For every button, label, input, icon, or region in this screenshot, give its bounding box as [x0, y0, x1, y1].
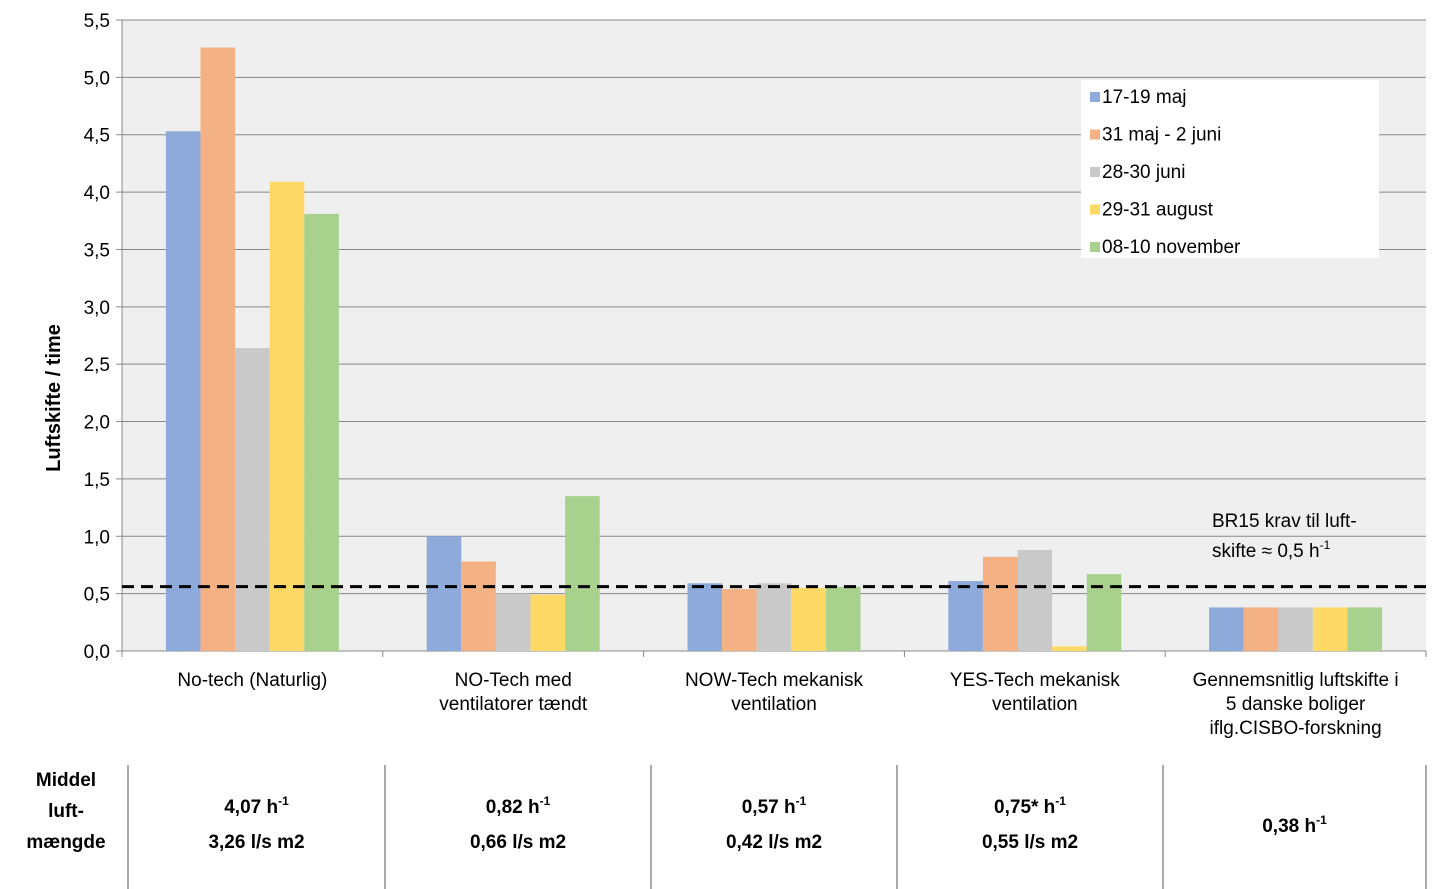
legend-swatch — [1090, 92, 1100, 102]
category-label: YES-Tech mekanisk — [950, 670, 1121, 691]
summary-value: 3,26 l/s m2 — [208, 832, 304, 853]
y-tick-label: 4,0 — [84, 183, 110, 204]
bar — [1312, 607, 1348, 651]
bar — [1278, 607, 1313, 651]
bar — [1052, 646, 1087, 651]
bar — [461, 561, 496, 651]
y-tick-label: 4,5 — [84, 126, 110, 147]
legend-label: 31 maj - 2 juni — [1102, 125, 1221, 146]
summary-table: Middel luft-mængde 4,07 h-1 3,26 l/s m2 0,82… — [26, 765, 1427, 889]
bar — [269, 181, 305, 652]
bar — [722, 589, 757, 651]
summary-header: luft- — [48, 801, 84, 822]
bar — [235, 348, 270, 651]
legend-swatch — [1090, 204, 1100, 215]
bar — [200, 47, 236, 651]
y-tick-labels: 0,0 0,5 1,0 1,5 2,0 2,5 3,0 3,5 4,0 4,5 5,0 5,5 — [84, 11, 110, 663]
legend-swatch — [1090, 167, 1100, 177]
bar — [165, 131, 201, 651]
legend-swatch — [1090, 242, 1100, 252]
category-label: No-tech (Naturlig) — [177, 670, 327, 691]
y-tick-label: 5,0 — [84, 68, 110, 89]
category-label: iflg.CISBO-forskning — [1210, 718, 1382, 739]
bar — [756, 583, 792, 651]
summary-header: Middel — [36, 770, 96, 791]
category-label: NOW-Tech mekanisk — [685, 670, 864, 691]
reference-line: BR15 krav til luft-skifte ≈ 0,5 h-1 — [122, 511, 1426, 589]
bar — [304, 213, 339, 651]
summary-value: 0,75* h-1 — [994, 794, 1066, 818]
bar — [565, 496, 600, 651]
y-tick-label: 5,5 — [84, 11, 110, 32]
y-tick-label: 2,5 — [84, 355, 110, 376]
legend-box — [1081, 80, 1379, 258]
category-label: ventilatorer tændt — [439, 694, 588, 715]
bar — [825, 586, 861, 651]
summary-header: mængde — [26, 832, 105, 853]
bar-groups — [165, 47, 1383, 652]
legend-label: 28-30 juni — [1102, 162, 1185, 183]
legend-swatch — [1090, 129, 1100, 140]
legend: 17-19 maj 31 maj - 2 juni 28-30 juni 29-31 … — [1081, 80, 1379, 258]
reference-label: BR15 krav til luft- — [1212, 511, 1357, 532]
legend-label: 08-10 november — [1102, 237, 1241, 258]
bar — [948, 581, 983, 651]
bar — [1243, 607, 1279, 651]
y-tick-label: 0,0 — [84, 642, 110, 663]
bar — [1209, 607, 1244, 651]
summary-value: 0,82 h-1 — [486, 794, 551, 818]
bar — [1017, 550, 1053, 651]
category-label: Gennemsnitlig luftskifte i — [1193, 670, 1399, 691]
bar — [426, 536, 462, 651]
y-tick-label: 2,0 — [84, 413, 110, 434]
summary-value: 4,07 h-1 — [224, 794, 289, 818]
y-axis-label: Luftskifte / time — [43, 324, 65, 472]
bar — [791, 587, 826, 651]
y-tick-label: 1,5 — [84, 470, 110, 491]
summary-value: 0,38 h-1 — [1262, 813, 1327, 837]
bar — [530, 594, 566, 651]
bar — [1347, 607, 1383, 651]
summary-value: 0,55 l/s m2 — [982, 832, 1078, 853]
summary-value: 0,42 l/s m2 — [726, 832, 822, 853]
category-labels: No-tech (Naturlig) NO-Tech med ventilatore… — [121, 651, 1427, 739]
category-label: NO-Tech med — [455, 670, 572, 691]
reference-label: skifte ≈ 0,5 h-1 — [1212, 538, 1331, 562]
y-tick-label: 3,0 — [84, 298, 110, 319]
bar — [687, 583, 723, 651]
y-tick-label: 1,0 — [84, 527, 110, 548]
y-tick-label: 3,5 — [84, 240, 110, 261]
legend-label: 29-31 august — [1102, 200, 1214, 221]
summary-value: 0,57 h-1 — [742, 794, 807, 818]
category-label: 5 danske boliger — [1226, 694, 1366, 715]
bar — [982, 556, 1018, 651]
legend-label: 17-19 maj — [1102, 87, 1187, 108]
summary-value: 0,66 l/s m2 — [470, 832, 566, 853]
bar — [495, 593, 531, 651]
category-label: ventilation — [731, 694, 817, 715]
y-tick-label: 0,5 — [84, 585, 110, 606]
category-label: ventilation — [992, 694, 1078, 715]
